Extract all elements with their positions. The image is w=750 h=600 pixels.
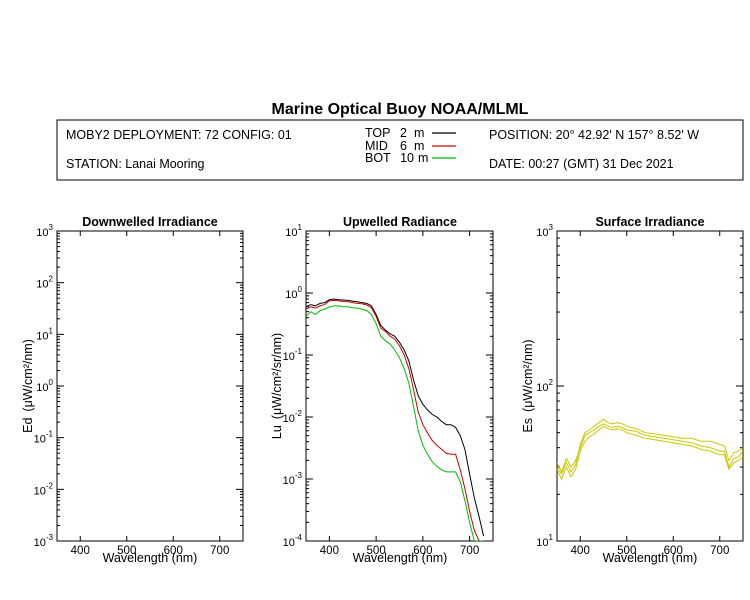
x-tick-label: 400 <box>71 545 90 557</box>
legend-unit: m <box>414 139 424 153</box>
y-axis-label-text: Ed (μW/cm²/nm) <box>21 339 35 433</box>
x-tick-label: 600 <box>413 545 432 557</box>
plot-frame <box>305 230 494 542</box>
y-axis-label: Lu (μW/cm²/sr/nm) <box>270 333 284 439</box>
x-axis-label: Wavelength (nm) <box>353 551 448 565</box>
x-tick-label: 600 <box>164 545 183 557</box>
x-tick-label: 500 <box>617 545 636 557</box>
series-line-es-2 <box>557 418 743 476</box>
y-tick-label: 103 <box>36 223 53 239</box>
panel-title: Surface Irradiance <box>595 215 704 229</box>
panel-surface-irradiance: Surface Irradiance Wavelength (nm) Es (μW… <box>521 215 744 565</box>
panel-title: Downwelled Irradiance <box>82 215 218 229</box>
y-tick-label: 10-3 <box>283 471 303 487</box>
date-text: DATE: 00:27 (GMT) 31 Dec 2021 <box>489 157 674 171</box>
panel-downwelled-irradiance: Downwelled Irradiance Wavelength (nm) Ed… <box>21 215 244 565</box>
y-axis-symbol: Es <box>521 418 535 433</box>
x-tick-label: 700 <box>460 545 479 557</box>
y-axis-label-text: Lu (μW/cm²/sr/nm) <box>270 333 284 439</box>
x-tick-label: 400 <box>571 545 590 557</box>
panel-title: Upwelled Radiance <box>343 215 457 229</box>
x-tick-label: 500 <box>367 545 386 557</box>
station-text: STATION: Lanai Mooring <box>66 157 205 171</box>
x-axis-label: Wavelength (nm) <box>603 551 698 565</box>
legend-depth: 10 <box>400 151 414 165</box>
y-axis-label: Ed (μW/cm²/nm) <box>21 339 35 433</box>
legend-depth: 2 <box>400 126 407 140</box>
legend-name: BOT <box>365 151 391 165</box>
x-tick-label: 700 <box>710 545 729 557</box>
legend-item-bot: BOT 10 m <box>365 151 456 165</box>
y-axis-unit: (μW/cm²/nm) <box>21 339 35 411</box>
y-tick-label: 101 <box>536 533 553 549</box>
series-line-top <box>306 298 485 537</box>
y-tick-label: 100 <box>285 285 302 301</box>
y-tick-label: 102 <box>36 275 53 291</box>
x-axis-label: Wavelength (nm) <box>103 551 198 565</box>
y-tick-label: 10-3 <box>34 533 54 549</box>
y-tick-label: 10-1 <box>283 347 303 363</box>
y-tick-label: 10-2 <box>283 409 303 425</box>
legend: TOP 2 m MID 6 m BOT 10 m <box>365 126 456 165</box>
y-tick-label: 10-1 <box>34 430 54 446</box>
x-tick-label: 600 <box>664 545 683 557</box>
y-axis-label: Es (μW/cm²/nm) <box>521 339 535 432</box>
legend-name: MID <box>365 139 388 153</box>
series-line-es-3 <box>557 425 743 481</box>
legend-unit: m <box>418 151 428 165</box>
y-tick-label: 101 <box>36 326 53 342</box>
deployment-text: MOBY2 DEPLOYMENT: 72 CONFIG: 01 <box>66 128 292 142</box>
x-tick-label: 500 <box>117 545 136 557</box>
y-tick-label: 10-2 <box>34 481 54 497</box>
series-line-bot <box>306 305 484 541</box>
y-tick-label: 102 <box>536 378 553 394</box>
position-text: POSITION: 20° 42.92' N 157° 8.52' W <box>489 128 699 142</box>
series-line-es-1 <box>557 423 743 473</box>
y-tick-label: 100 <box>36 378 53 394</box>
y-axis-unit: (μW/cm²/nm) <box>521 339 535 411</box>
legend-item-top: TOP 2 m <box>365 126 456 140</box>
plot-frame <box>56 230 244 542</box>
y-axis-symbol: Lu <box>270 425 284 439</box>
series-line-mid <box>306 299 484 541</box>
legend-depth: 6 <box>400 139 407 153</box>
plot-frame <box>556 230 744 542</box>
y-axis-label-text: Es (μW/cm²/nm) <box>521 339 535 432</box>
legend-name: TOP <box>365 126 390 140</box>
x-tick-label: 700 <box>210 545 229 557</box>
y-tick-label: 101 <box>285 223 302 239</box>
y-tick-label: 10-4 <box>283 533 303 549</box>
legend-item-mid: MID 6 m <box>365 139 456 153</box>
legend-unit: m <box>414 126 424 140</box>
panel-upwelled-radiance: Upwelled Radiance Wavelength (nm) Lu (μW/… <box>270 215 494 565</box>
figure-title: Marine Optical Buoy NOAA/MLML <box>272 101 529 118</box>
info-box <box>56 119 744 181</box>
y-axis-symbol: Ed <box>21 418 35 433</box>
y-axis-unit: (μW/cm²/sr/nm) <box>270 333 284 419</box>
x-tick-label: 400 <box>320 545 339 557</box>
y-tick-label: 103 <box>536 223 553 239</box>
